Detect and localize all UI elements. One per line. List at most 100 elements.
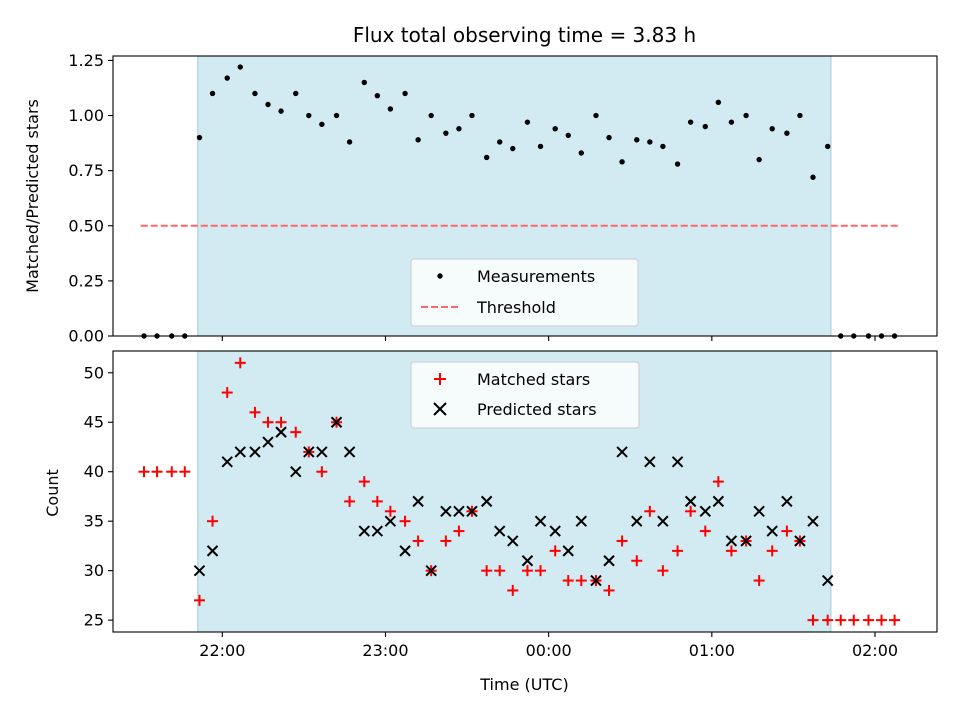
measurement-point-15 <box>346 139 353 145</box>
matched-star-point-13 <box>316 466 328 478</box>
bottom-y-tick-label-35: 35 <box>84 512 104 531</box>
measurement-point-10 <box>278 108 284 114</box>
top-y-axis-label: Matched/Predicted stars <box>23 99 42 293</box>
predicted-star-point-34 <box>657 515 669 527</box>
bottom-y-tick-label-30: 30 <box>84 561 104 580</box>
top-legend: Measurements Threshold <box>410 258 639 327</box>
matched-star-point-51 <box>835 614 847 626</box>
matched-star-point-11 <box>290 426 302 438</box>
matched-star-point-42 <box>712 476 724 488</box>
measurement-point-19 <box>402 90 408 97</box>
matched-star-point-29 <box>535 565 547 577</box>
predicted-star-point-7 <box>290 466 302 478</box>
matched-star-point-47 <box>781 525 793 537</box>
matched-star-point-3 <box>179 466 191 478</box>
matched-star-point-19 <box>399 515 411 527</box>
top-plot-panel: 0.00 0.25 0.50 0.75 1.00 1.25 Matched/Predict… <box>23 51 938 346</box>
measurement-point-40 <box>687 119 694 125</box>
top-y-tick-label-0.50: 0.50 <box>68 216 104 235</box>
measurement-point-38 <box>660 143 666 150</box>
predicted-star-point-9 <box>316 446 328 458</box>
measurement-point-12 <box>306 112 312 119</box>
measurement-point-28 <box>524 119 531 125</box>
predicted-star-point-18 <box>440 505 452 517</box>
matched-star-point-30 <box>549 545 561 557</box>
measurement-point-37 <box>647 139 653 145</box>
measurement-point-21 <box>428 112 434 119</box>
matched-star-point-15 <box>344 495 356 507</box>
measurement-point-17 <box>374 92 381 99</box>
x-tick-label-23:00: 23:00 <box>362 641 408 660</box>
measurement-point-50 <box>824 143 831 150</box>
predicted-star-point-35 <box>671 456 684 468</box>
measurement-point-14 <box>333 112 340 119</box>
top-y-tick-label-0.75: 0.75 <box>68 161 104 180</box>
chart-title: Flux total observing time = 3.83 h <box>353 23 696 47</box>
predicted-star-point-11 <box>343 446 356 458</box>
predicted-star-point-6 <box>275 426 287 438</box>
matched-star-point-22 <box>440 535 452 547</box>
measurement-point-35 <box>619 159 625 165</box>
matched-star-point-23 <box>453 525 465 537</box>
predicted-star-point-29 <box>590 574 602 587</box>
matched-star-point-5 <box>207 515 219 527</box>
predicted-star-point-19 <box>453 505 465 517</box>
predicted-stars-points <box>193 416 834 587</box>
predicted-star-point-25 <box>534 515 547 527</box>
measurement-point-39 <box>674 161 681 167</box>
matched-star-point-41 <box>699 525 711 537</box>
measurement-point-13 <box>319 121 325 128</box>
predicted-star-point-40 <box>740 535 752 547</box>
legend-label-predicted: Predicted stars <box>477 400 597 419</box>
measurement-point-18 <box>387 106 394 112</box>
matched-star-point-34 <box>603 584 615 596</box>
matched-star-point-46 <box>766 545 778 557</box>
measurement-point-48 <box>797 112 803 119</box>
predicted-star-point-15 <box>399 545 411 557</box>
matched-star-point-28 <box>521 565 533 577</box>
predicted-star-point-2 <box>221 456 233 468</box>
legend-label-measurements: Measurements <box>477 267 595 286</box>
matched-star-point-36 <box>631 555 643 567</box>
bottom-y-tick-label-45: 45 <box>84 413 104 432</box>
predicted-star-point-39 <box>725 535 738 547</box>
matched-star-point-50 <box>822 614 834 626</box>
measurement-point-32 <box>578 150 584 156</box>
measurement-point-6 <box>224 75 230 81</box>
measurement-point-27 <box>510 145 516 152</box>
matched-star-point-35 <box>616 535 628 547</box>
top-y-tick-label-0.25: 0.25 <box>68 271 104 290</box>
measurement-point-41 <box>702 123 709 130</box>
measurement-point-36 <box>634 137 640 143</box>
matched-star-point-54 <box>876 614 888 626</box>
x-tick-label-01:00: 01:00 <box>689 641 735 660</box>
matched-star-point-4 <box>193 594 205 606</box>
measurement-point-46 <box>769 126 775 132</box>
matched-star-point-49 <box>807 614 819 626</box>
legend-marker-predicted <box>433 402 447 416</box>
matched-star-point-10 <box>275 416 287 428</box>
predicted-star-point-38 <box>712 495 725 508</box>
measurement-point-29 <box>537 143 544 150</box>
top-y-tick-label-0.00: 0.00 <box>68 327 104 346</box>
legend-label-threshold: Threshold <box>476 298 556 317</box>
measurement-point-11 <box>293 90 299 97</box>
measurement-point-42 <box>715 99 722 105</box>
predicted-star-point-26 <box>549 525 561 537</box>
bottom-y-tick-label-40: 40 <box>84 462 104 481</box>
measurement-point-26 <box>497 139 503 145</box>
predicted-star-point-8 <box>303 446 315 458</box>
bottom-y-tick-label-25: 25 <box>84 611 104 630</box>
predicted-star-point-32 <box>631 515 643 527</box>
predicted-star-point-45 <box>807 515 819 527</box>
predicted-star-point-33 <box>644 456 656 468</box>
matched-star-point-9 <box>262 416 274 428</box>
matched-star-point-55 <box>889 614 901 626</box>
matched-star-point-40 <box>685 505 697 517</box>
bottom-legend-box <box>410 361 640 429</box>
legend-marker-matched <box>434 373 446 385</box>
measurement-point-47 <box>784 130 790 136</box>
matched-star-point-20 <box>412 535 424 547</box>
predicted-star-point-17 <box>425 564 437 577</box>
